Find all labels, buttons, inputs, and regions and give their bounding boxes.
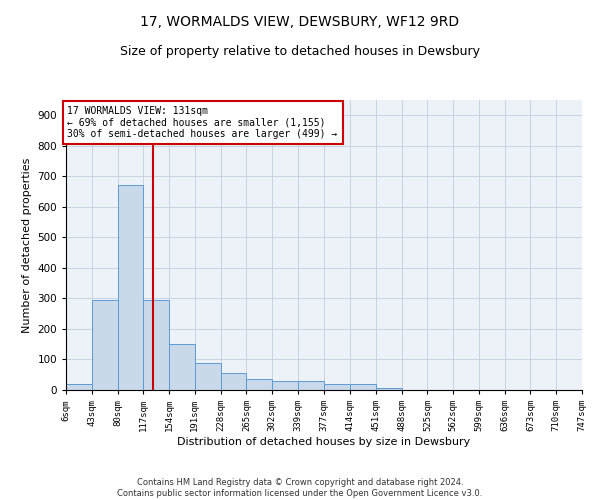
Bar	[298, 382, 325, 390]
X-axis label: Distribution of detached houses by size in Dewsbury: Distribution of detached houses by size …	[178, 437, 470, 447]
Bar	[66, 384, 92, 390]
Bar	[143, 300, 169, 390]
Bar	[195, 362, 221, 390]
Text: 17, WORMALDS VIEW, DEWSBURY, WF12 9RD: 17, WORMALDS VIEW, DEWSBURY, WF12 9RD	[140, 15, 460, 29]
Bar	[350, 384, 376, 390]
Bar	[272, 381, 298, 390]
Bar	[325, 384, 350, 390]
Bar	[376, 388, 401, 390]
Bar	[221, 373, 247, 390]
Bar	[118, 186, 143, 390]
Text: Contains HM Land Registry data © Crown copyright and database right 2024.
Contai: Contains HM Land Registry data © Crown c…	[118, 478, 482, 498]
Bar	[169, 344, 195, 390]
Bar	[247, 380, 272, 390]
Bar	[92, 300, 118, 390]
Text: 17 WORMALDS VIEW: 131sqm
← 69% of detached houses are smaller (1,155)
30% of sem: 17 WORMALDS VIEW: 131sqm ← 69% of detach…	[67, 106, 338, 140]
Text: Size of property relative to detached houses in Dewsbury: Size of property relative to detached ho…	[120, 45, 480, 58]
Y-axis label: Number of detached properties: Number of detached properties	[22, 158, 32, 332]
